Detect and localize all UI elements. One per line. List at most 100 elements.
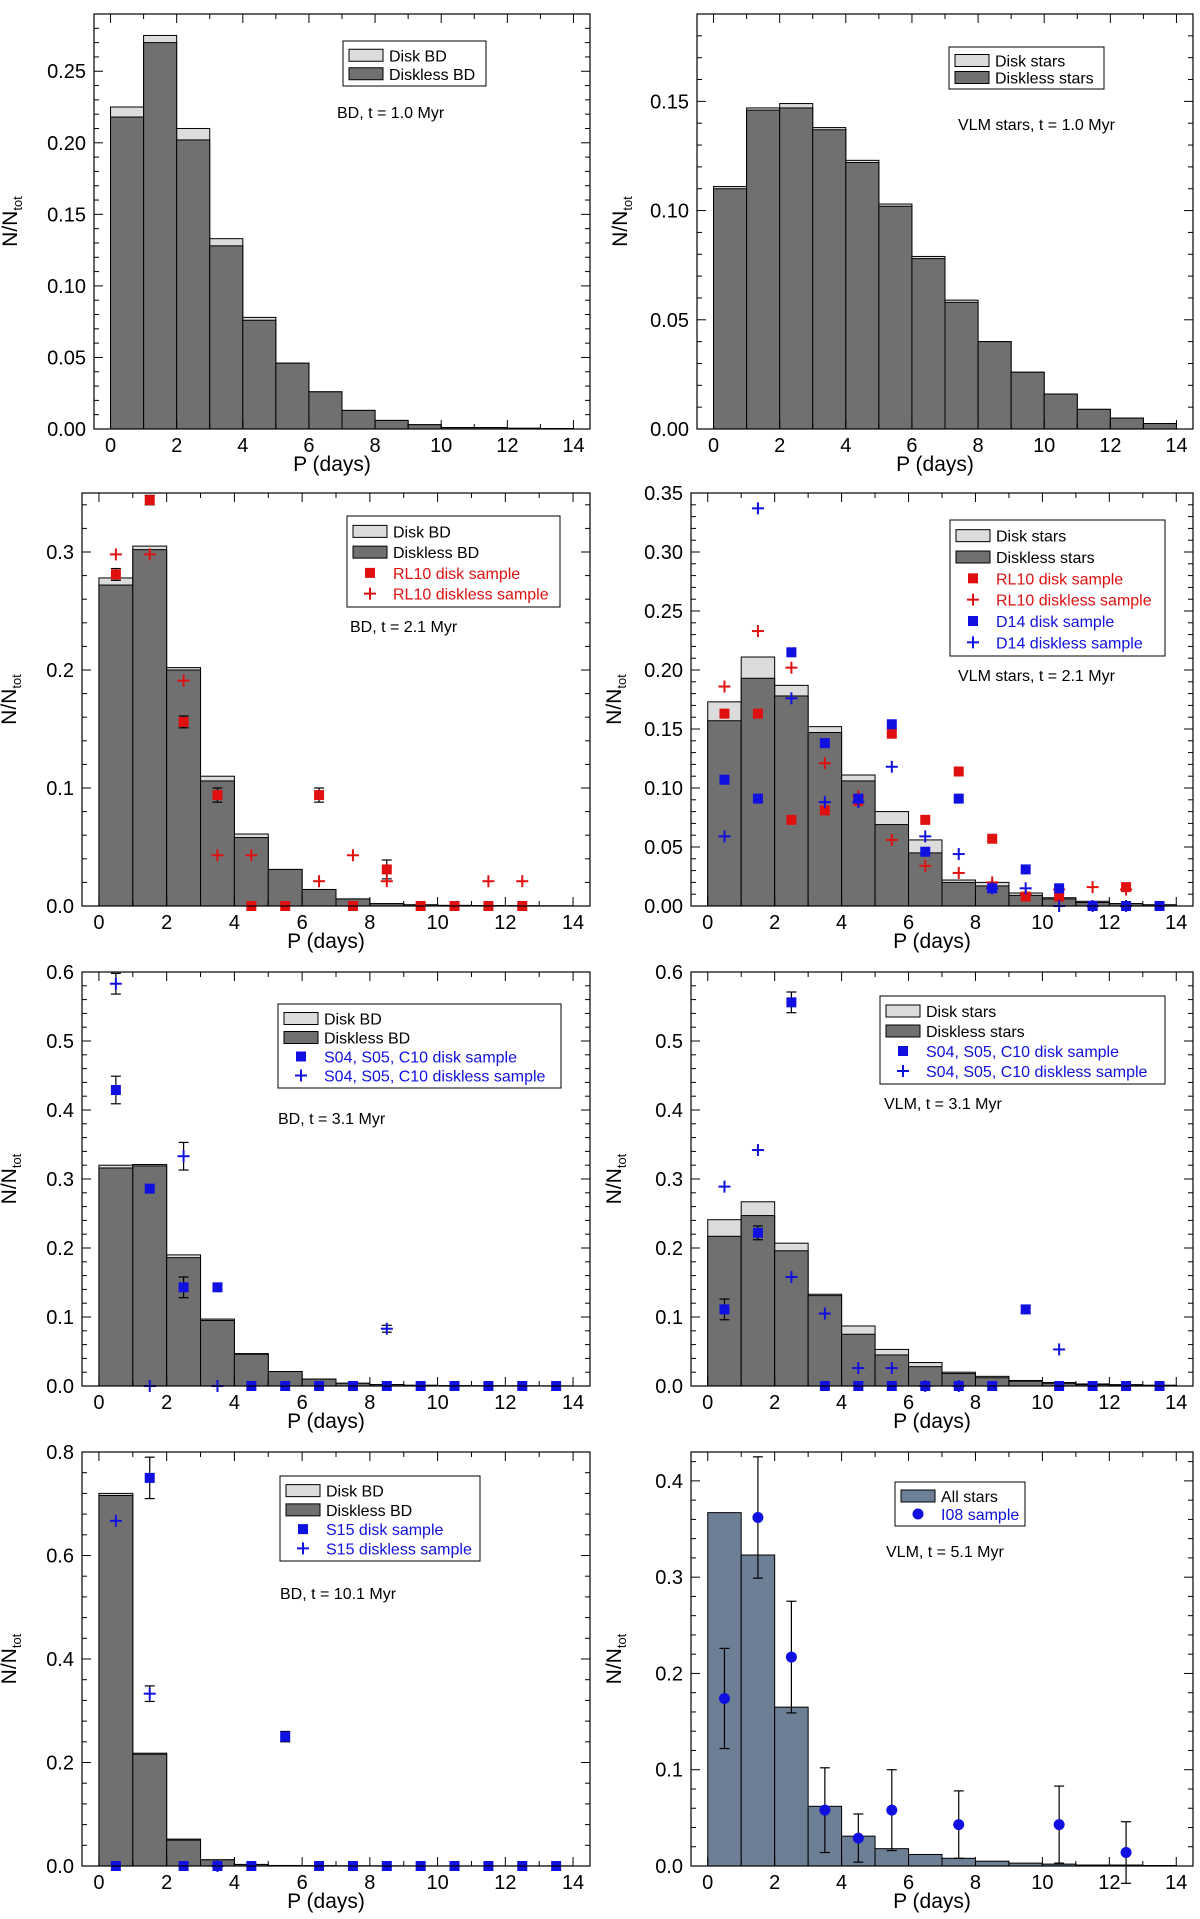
data-point-plus: [211, 849, 224, 862]
y-axis-label-main: N/N: [603, 689, 626, 725]
panel-annotation: VLM stars, t = 1.0 Myr: [958, 117, 1116, 134]
y-tick-label: 0.0: [655, 1376, 683, 1398]
data-point-square: [953, 766, 964, 777]
data-point-circle: [752, 1511, 764, 1523]
legend-marker-plus: [364, 587, 376, 600]
x-tick-label: 14: [1165, 435, 1187, 457]
hist-bar-diskless-11: [1076, 408, 1111, 430]
x-tick-label: 0: [708, 435, 719, 457]
hist-bar-diskless-2: [779, 107, 814, 430]
legend-label: RL10 diskless sample: [996, 593, 1152, 610]
legend-swatch: [885, 1024, 921, 1038]
data-point-plus: [143, 548, 156, 561]
hist-bar-diskless-0: [110, 116, 145, 430]
hist-bar-diskless-1: [132, 1753, 168, 1867]
hist-bar-disk-8: [974, 1860, 1010, 1867]
y-tick-label: 0.15: [650, 91, 689, 113]
x-tick-label: 8: [364, 1392, 375, 1414]
data-point-plus: [818, 757, 831, 770]
y-tick-label: 0.2: [46, 1753, 74, 1775]
x-tick-label: 12: [496, 435, 518, 457]
x-tick-label: 4: [229, 1392, 240, 1414]
y-tick-label: 0.10: [47, 276, 86, 298]
data-point-plus: [885, 833, 898, 846]
data-point-plus: [818, 1307, 831, 1320]
y-tick-label: 0.1: [46, 1307, 74, 1329]
x-tick-label: 8: [970, 1392, 981, 1414]
x-tick-label: 0: [702, 912, 713, 934]
x-tick-label: 4: [229, 912, 240, 934]
y-tick-label: 0.0: [655, 1856, 683, 1878]
legend-label: S04, S05, C10 diskless sample: [324, 1069, 546, 1086]
hist-bar-diskless-8: [977, 341, 1012, 430]
data-point-plus: [885, 1362, 898, 1375]
panel-annotation: BD, t = 3.1 Myr: [278, 1111, 386, 1128]
data-point-plus: [785, 661, 798, 674]
data-point-square: [110, 1084, 121, 1095]
x-tick-label: 10: [1033, 435, 1055, 457]
hist-bar-diskless-7: [941, 881, 976, 907]
hist-bar-diskless-4: [233, 837, 269, 907]
x-tick-label: 6: [303, 435, 314, 457]
legend-swatch: [900, 1489, 936, 1503]
data-point-square: [886, 728, 897, 739]
y-tick-label: 0.00: [47, 419, 86, 441]
data-point-plus: [380, 1322, 393, 1335]
data-point-square: [719, 1304, 730, 1315]
x-tick-label: 4: [836, 912, 847, 934]
y-tick-label: 0.25: [644, 601, 683, 623]
data-point-plus: [245, 849, 258, 862]
data-point-plus: [143, 1687, 156, 1700]
x-axis-label: P (days): [287, 1410, 365, 1433]
legend-label: Disk BD: [324, 1012, 382, 1029]
legend-label: S15 disk sample: [326, 1522, 443, 1539]
y-axis-label-main: N/N: [603, 1648, 626, 1684]
x-tick-label: 12: [1098, 1392, 1120, 1414]
legend-label: All stars: [941, 1489, 998, 1506]
data-point-plus: [751, 502, 764, 515]
y-axis-label-sub: tot: [614, 1153, 629, 1168]
data-point-plus: [952, 848, 965, 861]
data-point-circle: [886, 1804, 898, 1816]
data-point-plus: [852, 1362, 865, 1375]
chart-panel-7: 0 2 4 6 8 10 12 14 P (days) 0.0 0.2 0.4 0.6 0.8 N/Ntot…: [0, 1442, 591, 1913]
data-point-square: [819, 805, 830, 816]
legend-marker-square: [968, 573, 978, 584]
x-tick-label: 12: [1099, 435, 1121, 457]
hist-bar-diskless-3: [209, 245, 244, 430]
legend-label: D14 disk sample: [996, 614, 1114, 631]
x-tick-label: 4: [237, 435, 248, 457]
legend-swatch: [352, 545, 388, 559]
data-point-circle: [852, 1832, 864, 1844]
y-axis-label-main: N/N: [0, 689, 21, 725]
legend-swatch: [352, 524, 388, 538]
data-point-plus: [718, 680, 731, 693]
legend-marker-plus: [297, 1542, 309, 1555]
y-tick-label: 0.35: [644, 483, 683, 505]
data-point-circle: [1120, 1847, 1132, 1859]
legend-swatch: [348, 48, 384, 62]
y-tick-label: 0.1: [46, 778, 74, 800]
legend-marker-plus: [967, 593, 979, 606]
hist-bar-diskless-0: [713, 188, 748, 430]
y-axis-label-sub: tot: [9, 674, 24, 689]
y-tick-label: 0.20: [47, 133, 86, 155]
hist-bar-diskless-0: [98, 584, 134, 907]
x-tick-label: 0: [702, 1872, 713, 1894]
y-tick-label: 0.3: [655, 1169, 683, 1191]
hist-bar-diskless-5: [275, 362, 310, 430]
data-point-square: [752, 793, 763, 804]
y-tick-label: 0.4: [655, 1100, 683, 1122]
y-tick-label: 0.00: [650, 419, 689, 441]
x-tick-label: 4: [229, 1872, 240, 1894]
data-point-plus: [1019, 882, 1032, 895]
data-point-plus: [718, 830, 731, 843]
x-tick-label: 6: [297, 912, 308, 934]
panel-annotation: BD, t = 10.1 Myr: [280, 1586, 397, 1603]
data-point-plus: [313, 875, 326, 888]
x-axis-label: P (days): [896, 453, 974, 476]
x-tick-label: 2: [161, 912, 172, 934]
x-tick-label: 6: [903, 1392, 914, 1414]
panel-annotation: VLM stars, t = 2.1 Myr: [958, 668, 1116, 685]
panel-annotation: BD, t = 1.0 Myr: [337, 105, 445, 122]
